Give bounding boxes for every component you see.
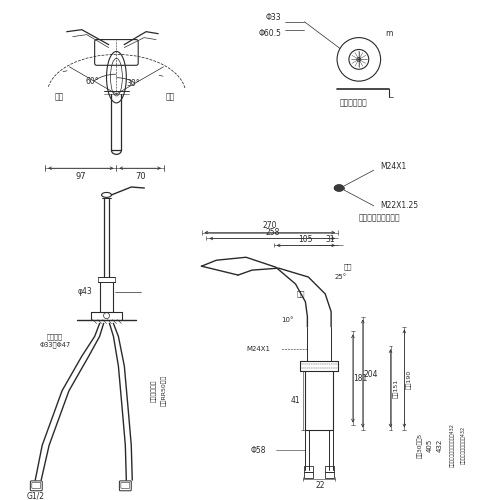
Text: 204: 204 (364, 370, 378, 378)
Text: 取付穴径: 取付穴径 (47, 333, 63, 340)
Bar (325, 466, 334, 472)
Text: 258: 258 (265, 228, 280, 237)
Text: 曲げRR50以上: 曲げRR50以上 (161, 375, 166, 406)
Ellipse shape (334, 184, 344, 192)
Text: 最大190: 最大190 (406, 370, 412, 388)
Text: m: m (385, 29, 392, 38)
Text: Φ33: Φ33 (266, 14, 281, 22)
Text: Φ60.5: Φ60.5 (259, 29, 281, 38)
Text: 97: 97 (76, 172, 86, 180)
Text: 432: 432 (437, 438, 443, 452)
Text: M24X1: M24X1 (380, 162, 407, 170)
Text: 25°: 25° (335, 274, 347, 280)
Text: 105: 105 (298, 235, 313, 244)
Text: 22: 22 (316, 482, 325, 490)
Text: 付属品：アダプター: 付属品：アダプター (359, 213, 401, 222)
Text: Φ58: Φ58 (250, 446, 266, 454)
Text: 181: 181 (354, 374, 368, 384)
Text: 30°: 30° (126, 78, 140, 88)
Text: 270: 270 (262, 221, 277, 230)
Text: 本体30以上5: 本体30以上5 (418, 432, 423, 458)
Bar (304, 472, 314, 478)
Text: 吐水: 吐水 (344, 264, 352, 270)
Text: 41: 41 (290, 396, 300, 405)
Text: M22X1.25: M22X1.25 (380, 202, 418, 210)
Text: 直管バッキン当りまで432: 直管バッキン当りまで432 (461, 426, 466, 465)
Text: 31: 31 (326, 235, 335, 244)
Text: 70: 70 (135, 172, 145, 180)
Text: Φ33〜Φ47: Φ33〜Φ47 (40, 341, 70, 347)
Text: 上水: 上水 (296, 290, 304, 297)
Text: M24X1: M24X1 (247, 346, 271, 352)
Text: 60°: 60° (86, 76, 100, 86)
Bar (304, 466, 314, 472)
Text: フレキホース皿管当りまで432: フレキホース皿管当りまで432 (450, 424, 454, 467)
Text: フレキホース: フレキホース (151, 380, 157, 402)
Text: 最小151: 最小151 (392, 380, 398, 398)
Text: φ43: φ43 (78, 288, 92, 296)
Bar (325, 472, 334, 478)
Text: 湯側: 湯側 (54, 92, 64, 102)
Text: 付属品：座金: 付属品：座金 (340, 98, 368, 108)
Text: G1/2: G1/2 (26, 491, 44, 500)
Text: 水側: 水側 (165, 92, 174, 102)
Text: 405: 405 (427, 438, 433, 452)
Text: 10°: 10° (282, 316, 294, 322)
